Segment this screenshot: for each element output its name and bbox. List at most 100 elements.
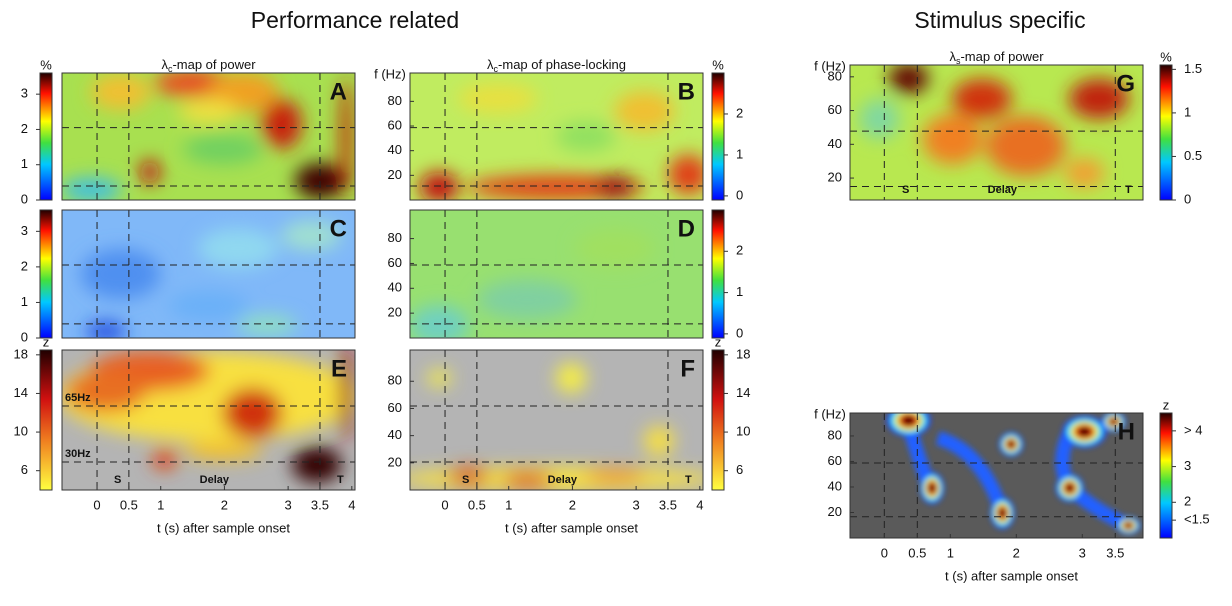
colorbar [39, 349, 53, 491]
epoch-label: T [1125, 184, 1132, 196]
x-tick-label: 0 [441, 497, 448, 512]
blob [340, 76, 353, 197]
colorbar-tick-label: 10 [14, 424, 28, 439]
x-tick-label: 1 [505, 497, 512, 512]
heatmap-panel: Gλs-map of power 20 40 60 80f (Hz) S Delay T 0 0.… [814, 49, 1202, 206]
blobs [410, 363, 703, 490]
title-symbol: λ [161, 57, 168, 72]
blob [168, 291, 249, 321]
blob [90, 74, 151, 111]
colorbar-tick-label: 1 [736, 146, 743, 161]
blob [457, 83, 538, 114]
colorbar-tick-label: 6 [21, 462, 28, 477]
heatmap-panel: Bλc-map of phase-locking 20 40 60 80 f (Hz) 0 1… [374, 57, 743, 202]
title-text: -map of power [960, 49, 1044, 64]
colorbar-tick-label: 0 [736, 325, 743, 340]
blob [595, 175, 636, 200]
blob [644, 426, 675, 456]
colorbar-tick-label: 1 [736, 284, 743, 299]
panel-letter: H [1118, 418, 1135, 445]
panel-letter: E [331, 355, 347, 382]
blobs [410, 228, 656, 338]
heatmap-panel: Aλc-map of power 0 1 2 3% [21, 57, 356, 206]
epoch-label: T [685, 474, 692, 486]
y-axis-label: f (Hz) [814, 406, 846, 421]
title-symbol: λ [487, 57, 494, 72]
y-tick-label: 40 [388, 427, 402, 442]
y-tick-label: 60 [388, 400, 402, 415]
title-sub: c [494, 64, 499, 74]
epoch-label: S [902, 184, 909, 196]
epoch-label: Delay [988, 184, 1018, 196]
blob [888, 65, 929, 94]
blob [1078, 427, 1091, 437]
x-tick-label: 4 [348, 497, 355, 512]
blob [291, 446, 342, 483]
heatmap [850, 65, 1143, 200]
colorbar-tick-label: 18 [14, 346, 28, 361]
blob [281, 220, 342, 251]
colorbar-tick-label: 0.5 [1184, 148, 1202, 163]
colorbar [1159, 64, 1173, 201]
band-label: 30Hz [65, 448, 91, 460]
y-tick-label: 40 [388, 280, 402, 295]
blob [152, 449, 177, 470]
blob [183, 134, 264, 165]
colorbar-tick-label: > 4 [1184, 422, 1202, 437]
x-tick-label: 2 [221, 497, 228, 512]
y-tick-label: 80 [388, 373, 402, 388]
y-tick-label: 40 [828, 136, 842, 151]
epoch-label: S [114, 474, 121, 486]
y-tick-label: 20 [388, 167, 402, 182]
blob [1065, 484, 1074, 492]
colorbar [1159, 412, 1173, 539]
colorbar-tick-label: 0 [736, 187, 743, 202]
title-symbol: λ [949, 49, 956, 64]
colorbar-tick-label: 2 [1184, 494, 1191, 509]
blob [261, 98, 302, 149]
x-tick-label: 0.5 [468, 497, 486, 512]
y-axis-label: f (Hz) [814, 58, 846, 73]
y-tick-label: 20 [828, 170, 842, 185]
x-tick-label: 1 [157, 497, 164, 512]
blob [902, 416, 915, 425]
colorbar-tick-label: 1.5 [1184, 61, 1202, 76]
colorbar-unit: % [1160, 49, 1172, 64]
colorbar-tick-label: 2 [21, 121, 28, 136]
panel-frame [849, 64, 1144, 201]
band-label: 65Hz [65, 392, 91, 404]
panel-letter: C [330, 215, 347, 242]
colorbar [711, 72, 725, 201]
colorbar-tick-label: 0 [1184, 191, 1191, 206]
colorbar [711, 349, 725, 491]
panel-frame [409, 209, 704, 339]
blobs [80, 220, 342, 338]
panel-letter: G [1116, 70, 1135, 97]
blob [85, 321, 126, 338]
panel-title: λs-map of power [949, 49, 1044, 66]
blob [294, 162, 345, 199]
y-tick-label: 60 [828, 453, 842, 468]
colorbar-tick-label: 1 [21, 156, 28, 171]
colorbar-unit: % [712, 57, 724, 72]
epoch-label: T [337, 474, 344, 486]
x-tick-label: 0.5 [908, 545, 926, 560]
colorbar-unit: z [1163, 397, 1170, 412]
x-tick-label: 3.5 [659, 497, 677, 512]
x-tick-label: 0 [93, 497, 100, 512]
blob [859, 99, 900, 139]
blob [448, 466, 489, 486]
blobs [419, 83, 703, 200]
blob [197, 228, 278, 269]
panel-frame [409, 349, 704, 491]
heatmap-bg [410, 350, 703, 490]
blob [1110, 418, 1118, 425]
x-axis-label: t (s) after sample onset [505, 520, 638, 535]
heatmap [850, 413, 1143, 538]
blob [139, 160, 160, 185]
blob [1124, 522, 1132, 529]
colorbar-tick-label: 6 [736, 462, 743, 477]
colorbar-tick-label: 0 [21, 191, 28, 206]
y-tick-label: 20 [388, 454, 402, 469]
